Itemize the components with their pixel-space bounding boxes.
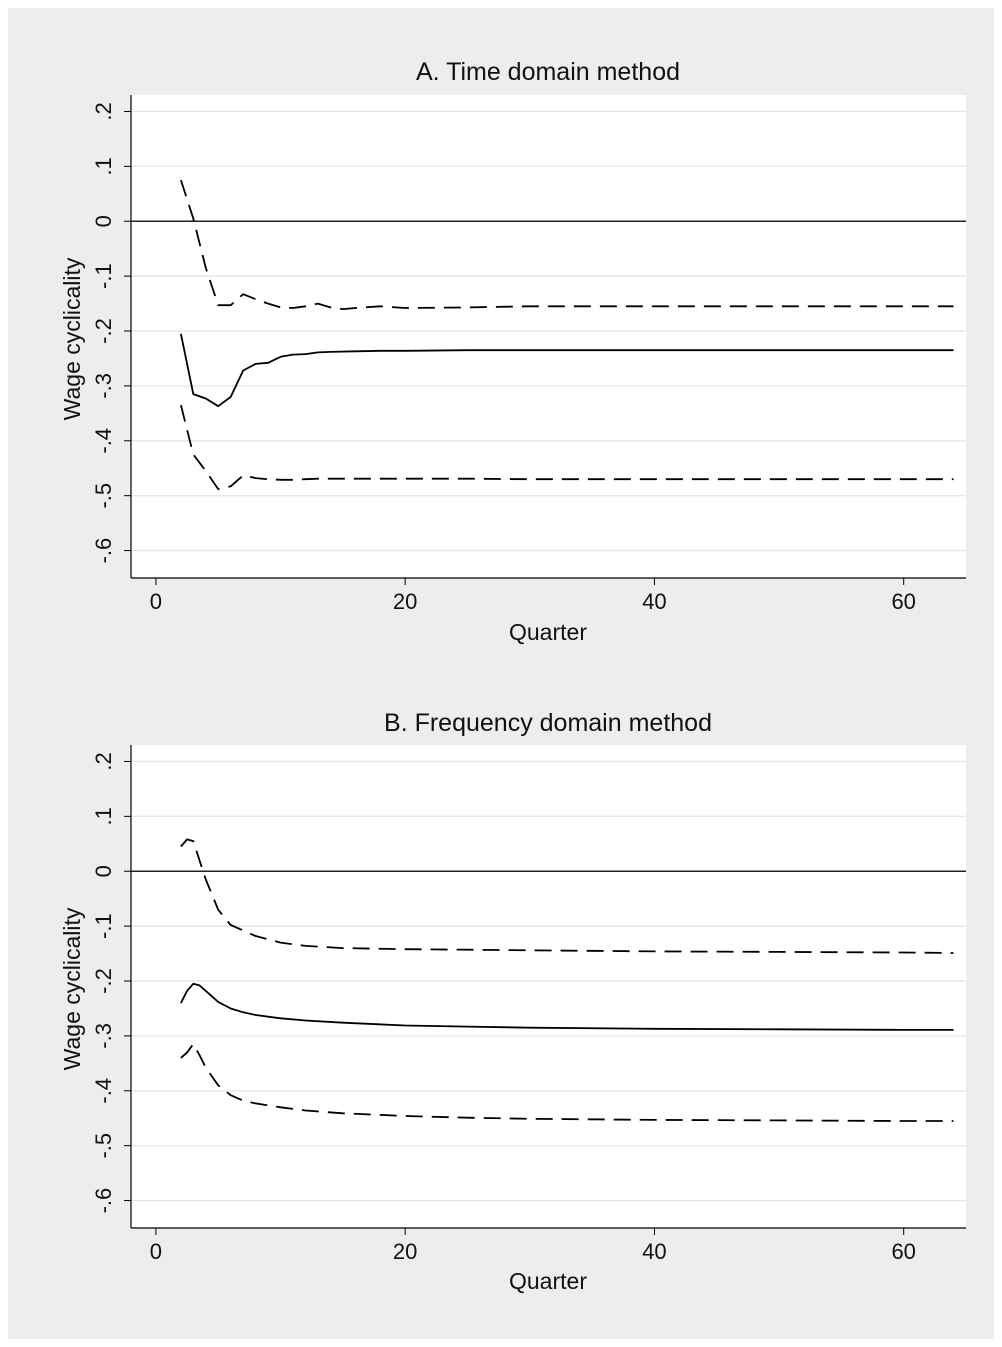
panel-a-ytick-label: -.2	[91, 318, 116, 344]
panel-a: A. Time domain method Quarter Wage cycli…	[59, 58, 966, 645]
panel-b: B. Frequency domain method Quarter Wage …	[59, 709, 966, 1294]
panel-b-ytick-label: -.4	[91, 1078, 116, 1104]
panel-b-xtick-label: 20	[393, 1239, 417, 1264]
panel-a-ytick-label: .2	[91, 102, 116, 120]
panel-b-ytick-label: -.3	[91, 1023, 116, 1049]
panel-b-ytick-label: -.1	[91, 913, 116, 939]
panel-a-xtick-label: 40	[642, 589, 666, 614]
panel-b-ytick-label: -.6	[91, 1188, 116, 1214]
panel-b-xlabel: Quarter	[509, 1268, 587, 1294]
panel-a-xtick-label: 60	[891, 589, 915, 614]
panel-a-plot-area	[131, 95, 966, 578]
panel-a-title: A. Time domain method	[416, 58, 680, 86]
panel-b-ylabel: Wage cyclicality	[59, 907, 85, 1070]
panel-a-ytick-label: -.5	[91, 483, 116, 509]
panel-b-plot-area	[131, 745, 966, 1228]
panel-b-xtick-label: 40	[642, 1239, 666, 1264]
panel-a-ytick-label: .1	[91, 157, 116, 175]
panel-b-ytick-label: -.5	[91, 1133, 116, 1159]
panel-a-ylabel: Wage cyclicality	[59, 257, 85, 420]
panel-a-series-estimate	[180, 333, 954, 408]
panel-a-ytick-label: 0	[91, 215, 116, 227]
panel-a-ytick-label: -.6	[91, 538, 116, 564]
panel-b-series-band-1	[180, 838, 954, 954]
panel-a-xlabel: Quarter	[509, 619, 587, 645]
panel-a-series-band-1	[180, 179, 954, 311]
panel-a-ytick-label: -.1	[91, 263, 116, 289]
panel-a-series-band-2	[180, 404, 954, 491]
panel-b-ytick-label: .2	[91, 752, 116, 770]
panel-a-xtick-label: 20	[393, 589, 417, 614]
panel-a-xtick-label: 0	[150, 589, 162, 614]
panel-a-ytick-label: -.4	[91, 428, 116, 454]
panel-b-ytick-label: -.2	[91, 968, 116, 994]
panel-a-ytick-label: -.3	[91, 373, 116, 399]
panel-b-title: B. Frequency domain method	[384, 709, 712, 737]
panel-b-ytick-label: .1	[91, 807, 116, 825]
panel-b-series-band-2	[180, 1043, 954, 1122]
panel-b-series-estimate	[180, 982, 954, 1031]
panel-b-ytick-label: 0	[91, 865, 116, 877]
panel-b-xtick-label: 60	[891, 1239, 915, 1264]
panel-b-xtick-label: 0	[150, 1239, 162, 1264]
